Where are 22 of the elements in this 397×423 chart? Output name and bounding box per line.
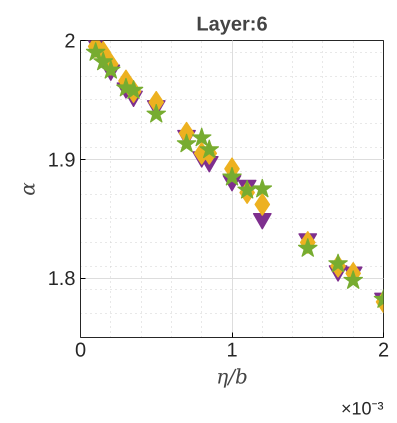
point [252,178,272,198]
x-tick-label: 1 [226,340,238,362]
x-axis-title: η/b [216,364,248,388]
point [192,127,212,147]
y-tick-label: 1.9 [48,149,76,172]
point [254,192,270,216]
y-tick-label: 1.8 [48,268,76,290]
point [176,133,197,152]
point [298,238,318,257]
y-axis-title: α [16,182,40,196]
point [199,139,220,158]
point [343,270,364,290]
point [222,166,242,186]
chart-title: Layer:6 [196,14,268,36]
text: ×10⁻³ [340,398,384,418]
x-tick-label: 0 [74,340,86,362]
point [86,42,106,61]
point [328,253,348,272]
x-tick-label: 2 [378,340,390,362]
y-tick-label: 2 [64,30,76,52]
point [146,104,166,123]
point [100,60,121,79]
